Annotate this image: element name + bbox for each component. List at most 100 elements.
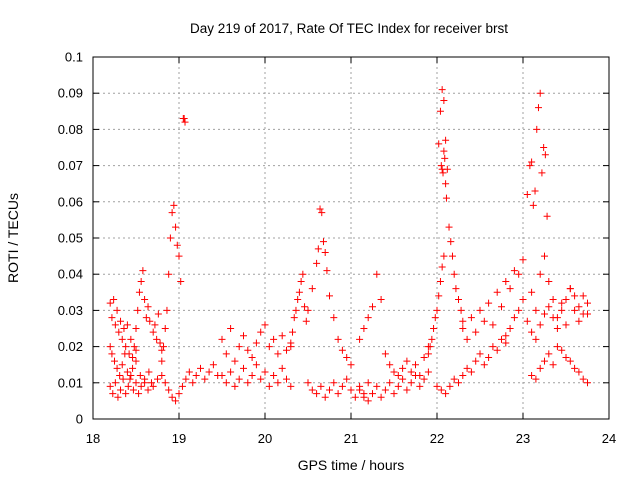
data-point — [538, 169, 546, 177]
data-point — [579, 375, 587, 383]
y-tick-label: 0.01 — [58, 375, 83, 390]
data-point — [111, 357, 118, 365]
data-point — [287, 382, 295, 390]
data-point — [571, 364, 579, 372]
data-point — [158, 357, 166, 365]
y-tick-label: 0.03 — [58, 303, 83, 318]
data-point — [498, 335, 505, 343]
data-point — [334, 390, 342, 398]
data-point — [386, 361, 394, 369]
data-point — [163, 306, 171, 314]
data-point — [136, 372, 144, 380]
data-point — [290, 314, 298, 322]
data-point — [338, 382, 346, 390]
data-point — [218, 372, 226, 380]
data-point — [440, 147, 448, 155]
data-point — [431, 314, 439, 322]
data-point — [437, 162, 445, 170]
data-point — [294, 296, 302, 304]
data-point — [274, 379, 282, 387]
x-tick-label: 19 — [172, 431, 186, 446]
data-point — [115, 328, 123, 336]
data-point — [240, 364, 247, 372]
data-point — [177, 277, 185, 285]
data-point — [439, 169, 447, 177]
data-point — [558, 299, 566, 307]
data-point — [412, 361, 419, 369]
data-point — [126, 375, 134, 383]
x-tick-label: 20 — [258, 431, 272, 446]
data-point — [117, 317, 125, 325]
data-point — [480, 317, 488, 325]
data-point — [227, 368, 235, 376]
data-point — [528, 158, 536, 166]
y-tick-labels: 0 0.01 0.02 0.03 0.04 0.05 0.06 0.07 0.08 0.09 0.1 — [58, 50, 83, 427]
data-point — [244, 379, 252, 387]
data-point — [120, 325, 128, 332]
data-point — [319, 238, 327, 246]
data-point — [252, 339, 260, 347]
data-point — [134, 306, 142, 314]
y-tick-label: 0.1 — [65, 50, 83, 65]
data-point — [283, 346, 290, 354]
data-point — [161, 325, 169, 332]
data-point — [313, 259, 321, 267]
data-point — [364, 314, 372, 322]
data-point — [553, 343, 561, 351]
data-point — [235, 375, 243, 383]
data-point — [489, 343, 497, 351]
data-point — [122, 343, 130, 351]
data-point — [369, 390, 376, 398]
data-point — [549, 361, 557, 369]
data-point — [165, 270, 173, 278]
data-point — [412, 372, 419, 380]
data-point — [399, 364, 407, 372]
data-point — [498, 303, 505, 311]
data-point — [252, 361, 260, 369]
data-point — [364, 379, 372, 387]
data-point — [545, 303, 553, 311]
data-point — [231, 382, 239, 390]
data-point — [181, 118, 189, 126]
x-tick-label: 24 — [602, 431, 616, 446]
data-point — [118, 361, 126, 369]
data-point — [424, 368, 432, 376]
data-point — [523, 317, 531, 325]
data-point — [154, 310, 162, 318]
data-point — [166, 234, 174, 242]
data-point — [553, 314, 561, 322]
data-point — [316, 205, 324, 213]
data-point — [450, 375, 458, 383]
data-point — [442, 136, 450, 144]
data-point — [317, 382, 325, 390]
data-point — [442, 180, 450, 188]
data-point — [146, 317, 154, 325]
data-point — [343, 375, 351, 383]
data-point — [209, 361, 217, 369]
axis-ticks — [92, 56, 610, 420]
data-point — [189, 379, 197, 387]
data-point — [502, 277, 510, 285]
data-point — [528, 372, 536, 380]
data-point — [270, 372, 278, 380]
data-point — [231, 357, 239, 365]
data-point — [485, 353, 493, 361]
data-point — [566, 285, 574, 293]
data-point — [154, 375, 161, 383]
data-point — [536, 321, 544, 329]
data-point — [122, 390, 130, 398]
data-point — [541, 151, 549, 159]
data-point — [222, 350, 230, 358]
data-point — [435, 140, 443, 148]
data-point — [313, 390, 321, 398]
data-point — [330, 314, 338, 322]
data-point — [541, 252, 548, 260]
y-tick-label: 0.07 — [58, 158, 83, 173]
data-point — [436, 107, 444, 115]
data-point — [467, 368, 475, 376]
data-point — [459, 325, 467, 332]
data-point — [532, 375, 540, 383]
grid-lines — [93, 57, 609, 419]
data-point — [575, 317, 583, 325]
data-point — [489, 321, 497, 329]
